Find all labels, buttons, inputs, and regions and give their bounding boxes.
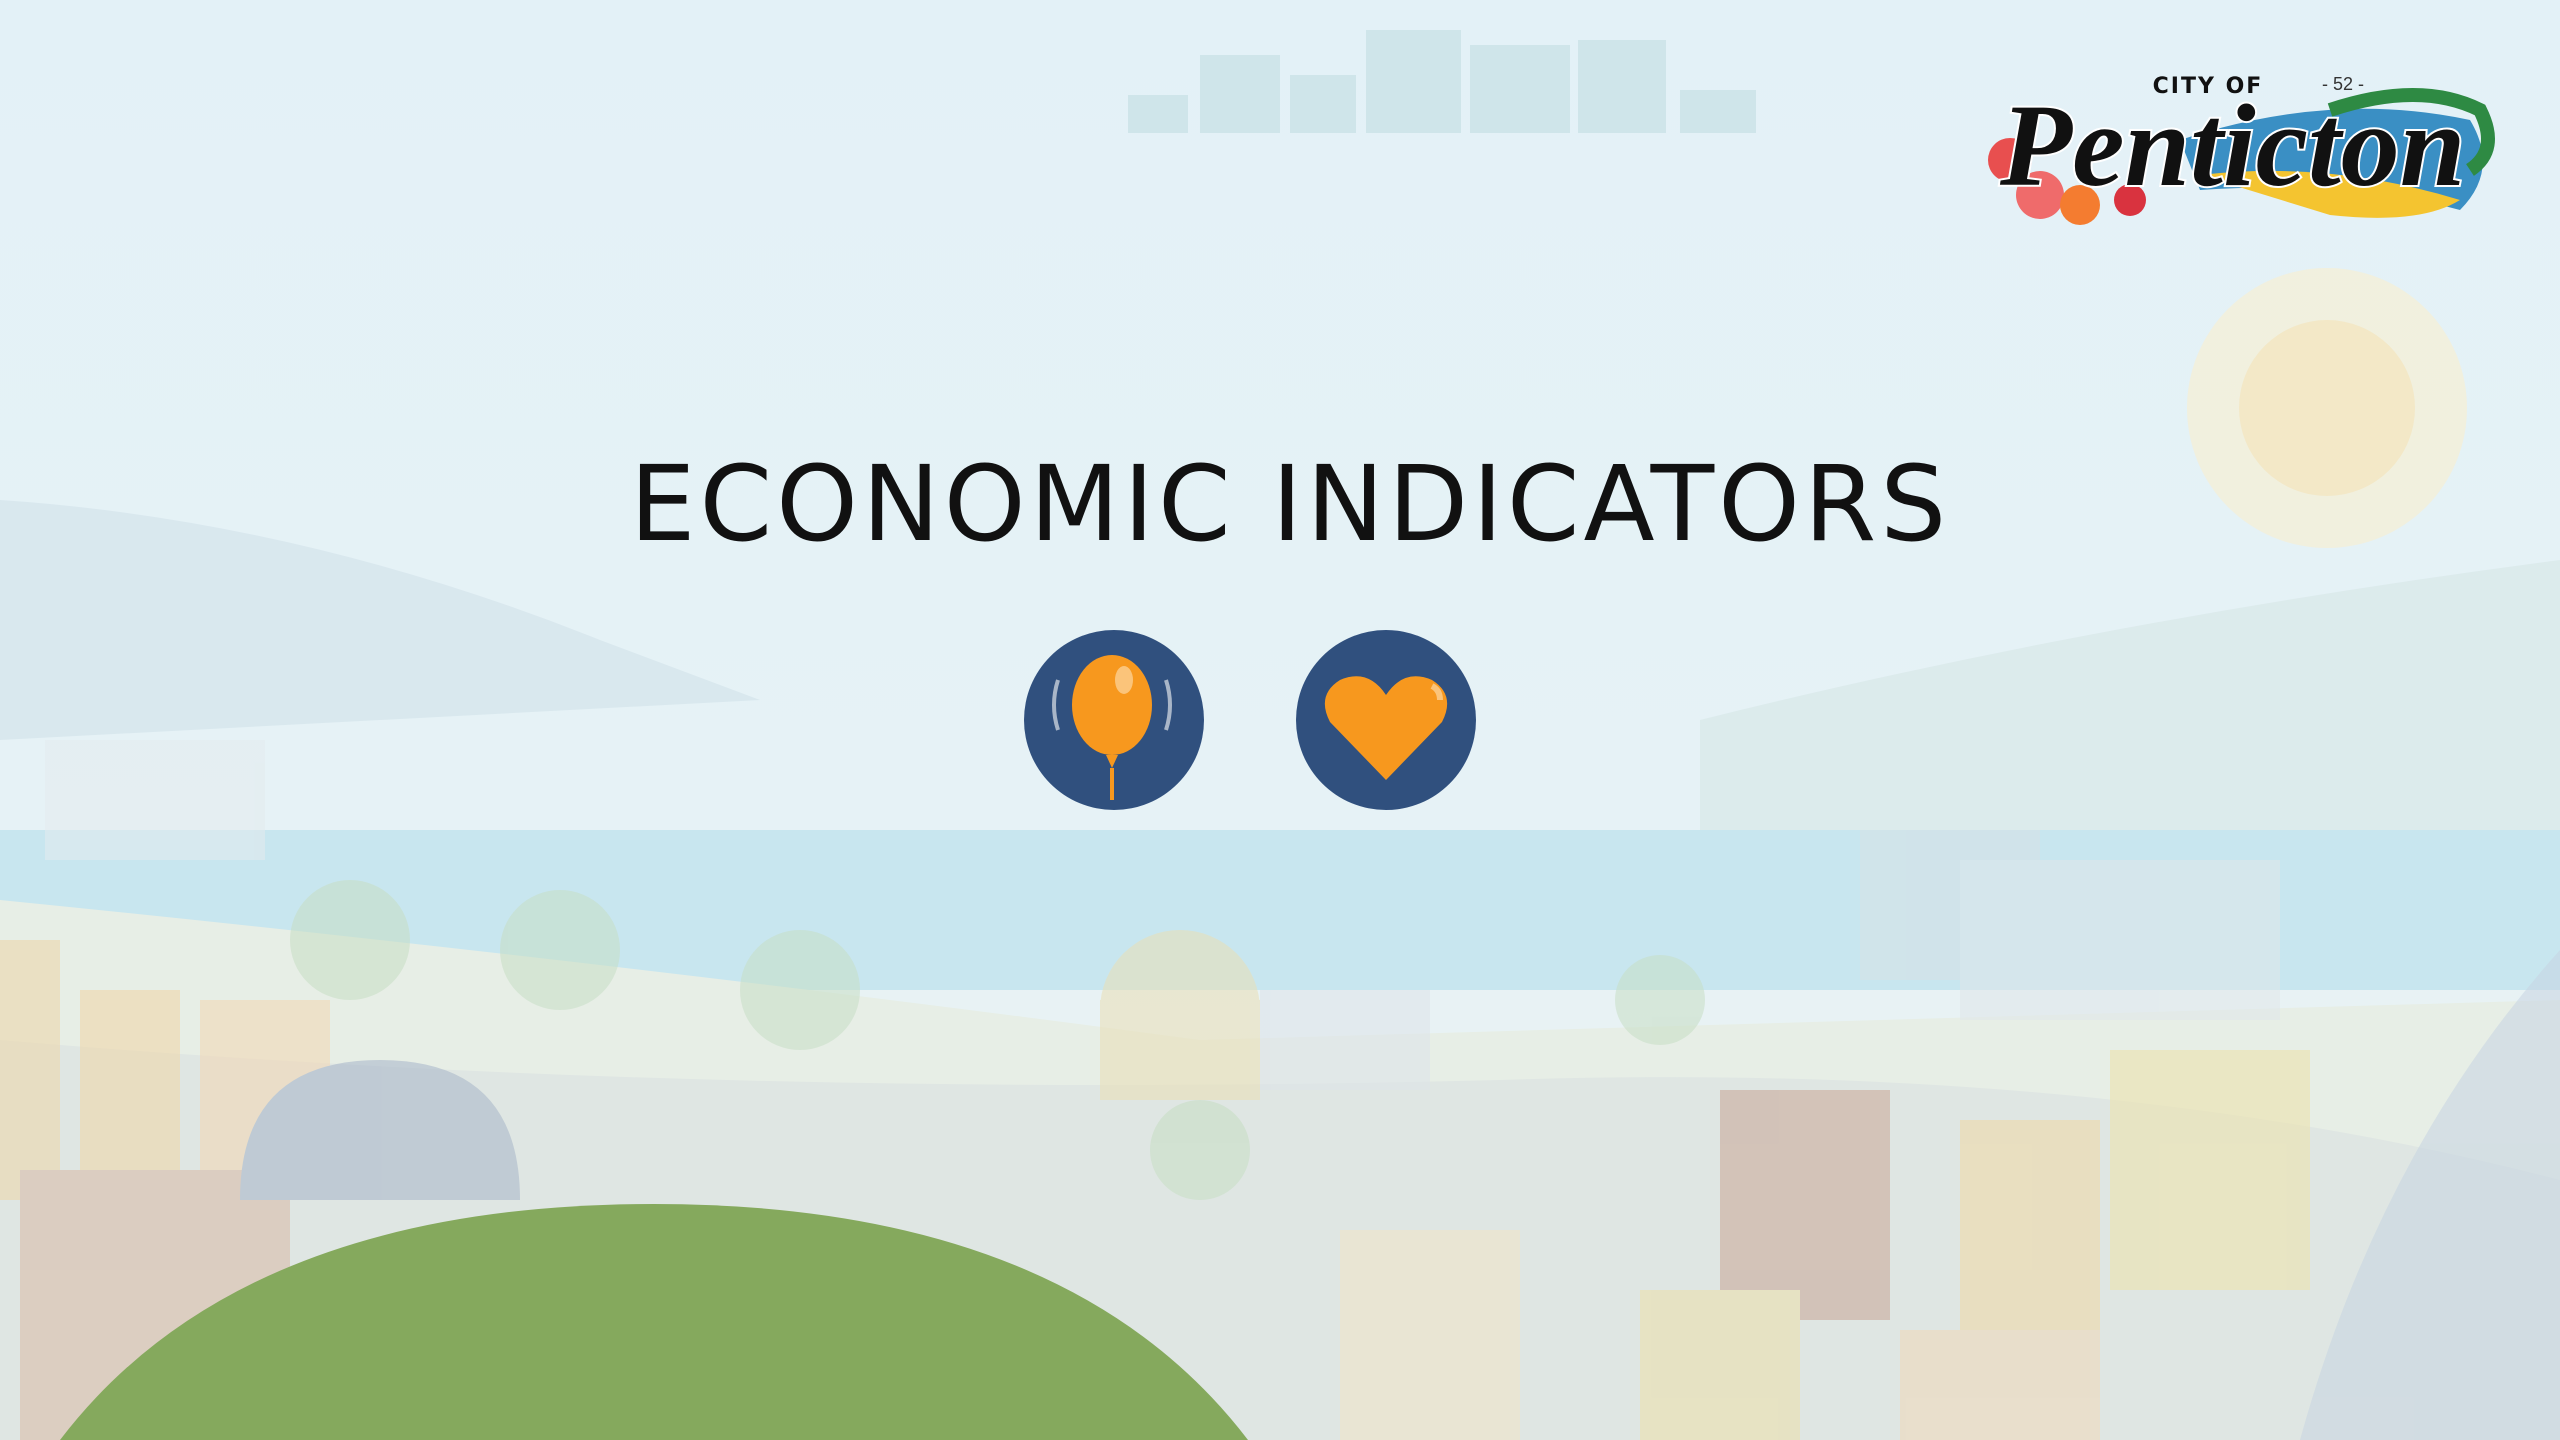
town-illustration-part (1150, 1100, 1250, 1200)
slide-title: ECONOMIC INDICATORS (630, 443, 1951, 565)
skyline-silhouette-part (1128, 95, 1188, 133)
balloon-icon (1024, 630, 1204, 810)
skyline-silhouette-part (1200, 55, 1280, 133)
skyline-silhouette-part (1470, 45, 1570, 133)
town-illustration-part (45, 740, 265, 860)
city-logo: CITY OF Penticton (1988, 74, 2488, 225)
town-illustration-part (0, 940, 60, 1200)
balloon-icon-part (1115, 666, 1133, 694)
town-illustration-part (1640, 1290, 1800, 1440)
skyline-silhouette-part (1680, 90, 1756, 133)
town-illustration-part (500, 890, 620, 1010)
logo-wordmark: Penticton (1999, 80, 2465, 211)
town-illustration-part (1720, 1090, 1890, 1320)
page: ECONOMIC INDICATORS CITY OF Penticton - … (0, 0, 2560, 1440)
town-illustration-part (1260, 990, 1430, 1090)
background-part (2239, 320, 2415, 496)
town-illustration-part (740, 930, 860, 1050)
skyline-silhouette-part (1578, 40, 1666, 133)
balloon-icon-part (1072, 655, 1152, 755)
page-number: - 52 - (2322, 74, 2364, 94)
slide: ECONOMIC INDICATORS CITY OF Penticton - … (0, 0, 2560, 1440)
town-illustration-part (2110, 1050, 2310, 1290)
town-illustration-part (290, 880, 410, 1000)
heart-icon (1296, 630, 1476, 810)
town-illustration-part (1100, 930, 1260, 1090)
skyline-silhouette-part (1366, 30, 1461, 133)
town-illustration-part (1615, 955, 1705, 1045)
town-illustration-part (1960, 860, 2280, 1020)
skyline-silhouette-part (1290, 75, 1356, 133)
town-illustration-part (80, 990, 180, 1190)
town-illustration-part (1900, 1330, 2100, 1440)
town-illustration-part (1340, 1230, 1520, 1440)
